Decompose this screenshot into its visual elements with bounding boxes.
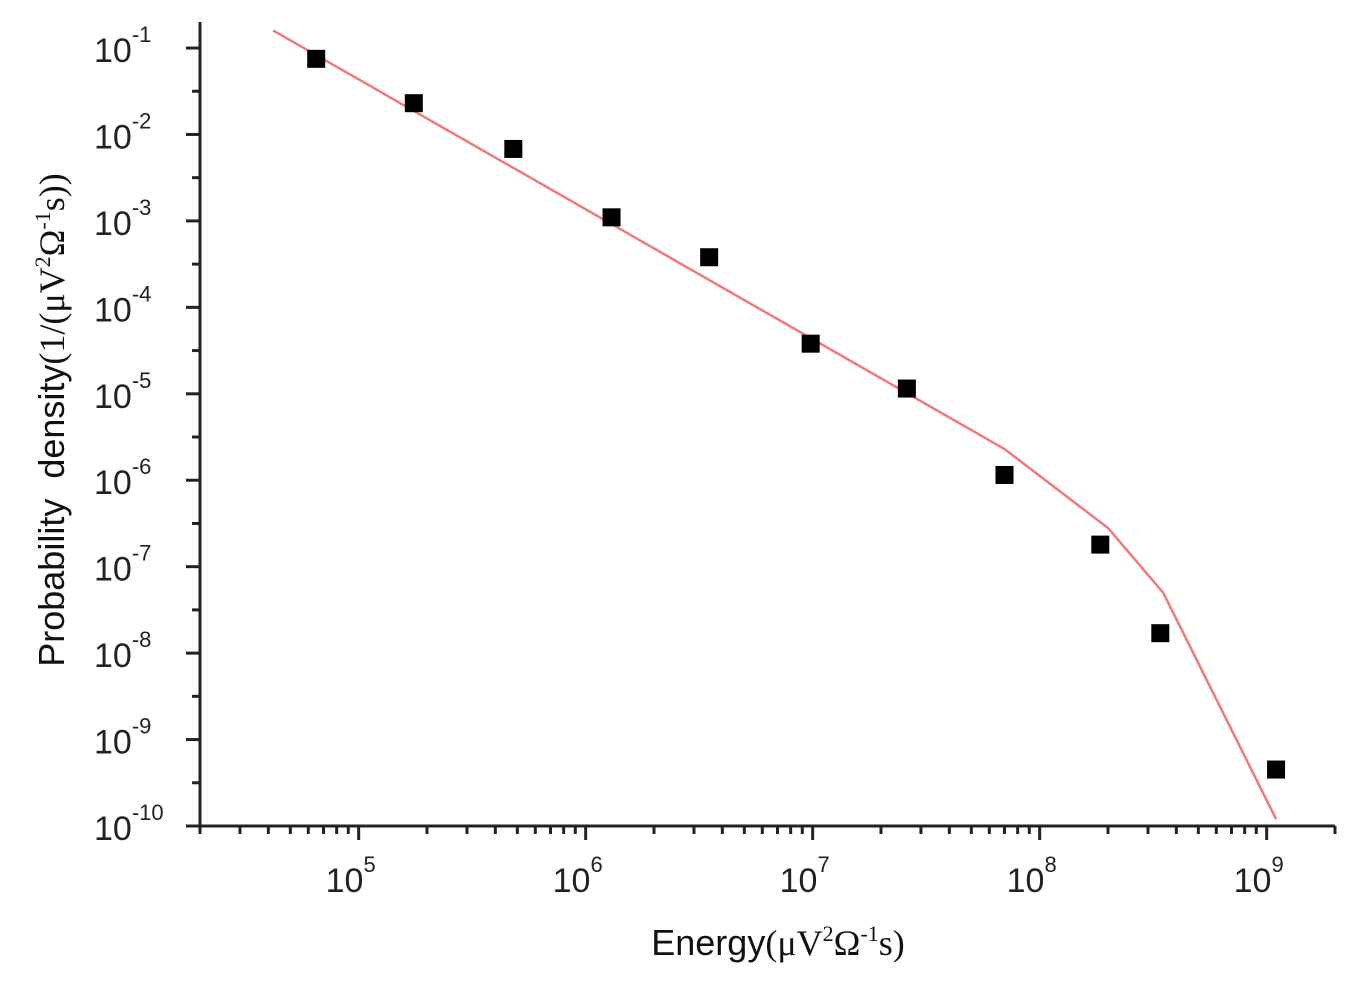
x-tick-label: 105 [326, 852, 376, 900]
data-point [1091, 535, 1110, 554]
y-tick-label: 10-1 [94, 22, 151, 70]
y-tick-label: 10-9 [94, 714, 151, 762]
x-tick-base: 10 [1007, 862, 1045, 900]
y-ticks: 10-110-210-310-410-510-610-710-810-910-1… [94, 22, 200, 848]
data-point [995, 465, 1014, 484]
y-tick-base: 10 [94, 637, 132, 675]
y-axis-title-text: Probability density [31, 365, 72, 667]
y-tick-label: 10-2 [94, 108, 151, 156]
y-tick-exp: -8 [132, 627, 152, 652]
x-axis-unit-close: ) [893, 923, 905, 963]
y-tick-base: 10 [94, 378, 132, 416]
y-tick-exp: -6 [132, 454, 152, 479]
x-tick-exp: 7 [817, 852, 829, 877]
y-axis-unit-sup1: 2 [30, 256, 55, 267]
data-point [602, 208, 621, 227]
data-point [504, 139, 523, 158]
x-tick-exp: 5 [363, 852, 375, 877]
y-tick-exp: -3 [132, 195, 152, 220]
data-point [1267, 760, 1286, 779]
x-tick-label: 106 [553, 852, 603, 900]
x-tick-label: 107 [780, 852, 830, 900]
fit-line [272, 29, 1278, 820]
x-axis-unit-mid: Ω [834, 923, 861, 963]
y-tick-label: 10-8 [94, 627, 151, 675]
x-tick-exp: 8 [1044, 852, 1056, 877]
y-tick-label: 10-5 [94, 368, 151, 416]
x-axis-unit-base: μV [777, 923, 822, 963]
plot-area [272, 29, 1286, 820]
y-tick-label: 10-4 [94, 281, 151, 329]
x-axis-unit-sup1: 2 [823, 921, 834, 946]
y-tick-label: 10-7 [94, 541, 151, 589]
x-axis-unit-sup2: -1 [860, 921, 878, 946]
y-tick-exp: -10 [132, 800, 164, 825]
y-tick-exp: -5 [132, 368, 152, 393]
x-axis-unit-open: ( [765, 923, 777, 963]
data-point [1151, 624, 1170, 643]
x-tick-exp: 6 [590, 852, 602, 877]
x-ticks: 105 106 107 108 109 [198, 826, 1337, 900]
x-axis-title: Energy(μV2Ω-1s) [651, 921, 905, 963]
data-point [404, 94, 423, 113]
y-tick-base: 10 [94, 118, 132, 156]
y-tick-exp: -7 [132, 541, 152, 566]
y-tick-label: 10-10 [94, 800, 164, 848]
data-point [801, 334, 820, 353]
x-tick-base: 10 [780, 862, 818, 900]
x-axis-title-text: Energy [651, 922, 765, 963]
data-point [700, 248, 719, 267]
y-tick-label: 10-3 [94, 195, 151, 243]
y-axis-unit-mid: Ω [32, 230, 72, 257]
x-axis-unit-tail: s [879, 923, 893, 963]
x-tick-exp: 9 [1271, 852, 1283, 877]
axes: 105 106 107 108 109 10-110-210-310-410-510-6… [94, 22, 1337, 900]
x-tick-base: 10 [1234, 862, 1272, 900]
y-tick-exp: -4 [132, 281, 152, 306]
y-tick-base: 10 [94, 205, 132, 243]
y-tick-base: 10 [94, 551, 132, 589]
x-tick-label: 109 [1234, 852, 1284, 900]
y-axis-title: Probability density(1/(μV2Ω-1s)) [30, 173, 72, 667]
y-tick-exp: -2 [132, 108, 152, 133]
x-tick-base: 10 [553, 862, 591, 900]
y-axis-unit-open: (1/(μV [32, 267, 72, 364]
y-tick-label: 10-6 [94, 454, 151, 502]
y-tick-exp: -1 [132, 22, 152, 47]
y-tick-base: 10 [94, 810, 132, 848]
y-tick-base: 10 [94, 724, 132, 762]
y-tick-base: 10 [94, 32, 132, 70]
y-tick-base: 10 [94, 464, 132, 502]
y-axis-unit-sup2: -1 [30, 211, 55, 229]
data-point [897, 379, 916, 398]
y-tick-base: 10 [94, 291, 132, 329]
y-tick-exp: -9 [132, 714, 152, 739]
y-axis-unit-close: s)) [32, 173, 72, 211]
x-tick-label: 108 [1007, 852, 1057, 900]
x-tick-base: 10 [326, 862, 364, 900]
data-point [307, 49, 326, 68]
